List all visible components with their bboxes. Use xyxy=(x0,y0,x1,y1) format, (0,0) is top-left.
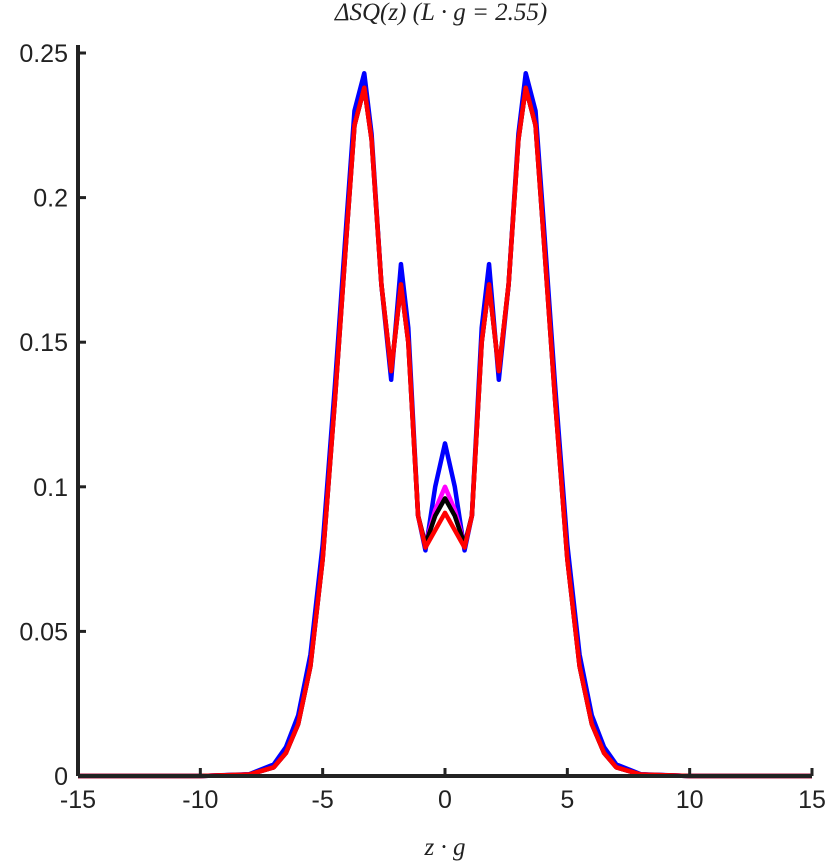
chart-title: ΔSQ(z) (L · g = 2.55) xyxy=(334,0,547,26)
series-line xyxy=(78,70,812,779)
series-line xyxy=(78,85,812,779)
x-tick-label: 10 xyxy=(676,786,704,814)
x-tick-label: -10 xyxy=(182,786,218,814)
y-tick-label: 0 xyxy=(54,763,68,791)
y-tick-label: 0.25 xyxy=(19,40,68,68)
y-tick-label: 0.05 xyxy=(19,618,68,646)
x-tick-label: 5 xyxy=(560,786,574,814)
x-tick-label: -5 xyxy=(312,786,334,814)
x-axis-label: z · g xyxy=(424,834,466,861)
y-tick-label: 0.2 xyxy=(33,185,68,213)
y-tick-label: 0.1 xyxy=(33,474,68,502)
y-tick-label: 0.15 xyxy=(19,329,68,357)
x-tick-label: 15 xyxy=(798,786,826,814)
x-tick-label: -15 xyxy=(60,786,96,814)
x-tick-label: 0 xyxy=(438,786,452,814)
series-line xyxy=(78,85,812,779)
series-line xyxy=(78,85,812,779)
